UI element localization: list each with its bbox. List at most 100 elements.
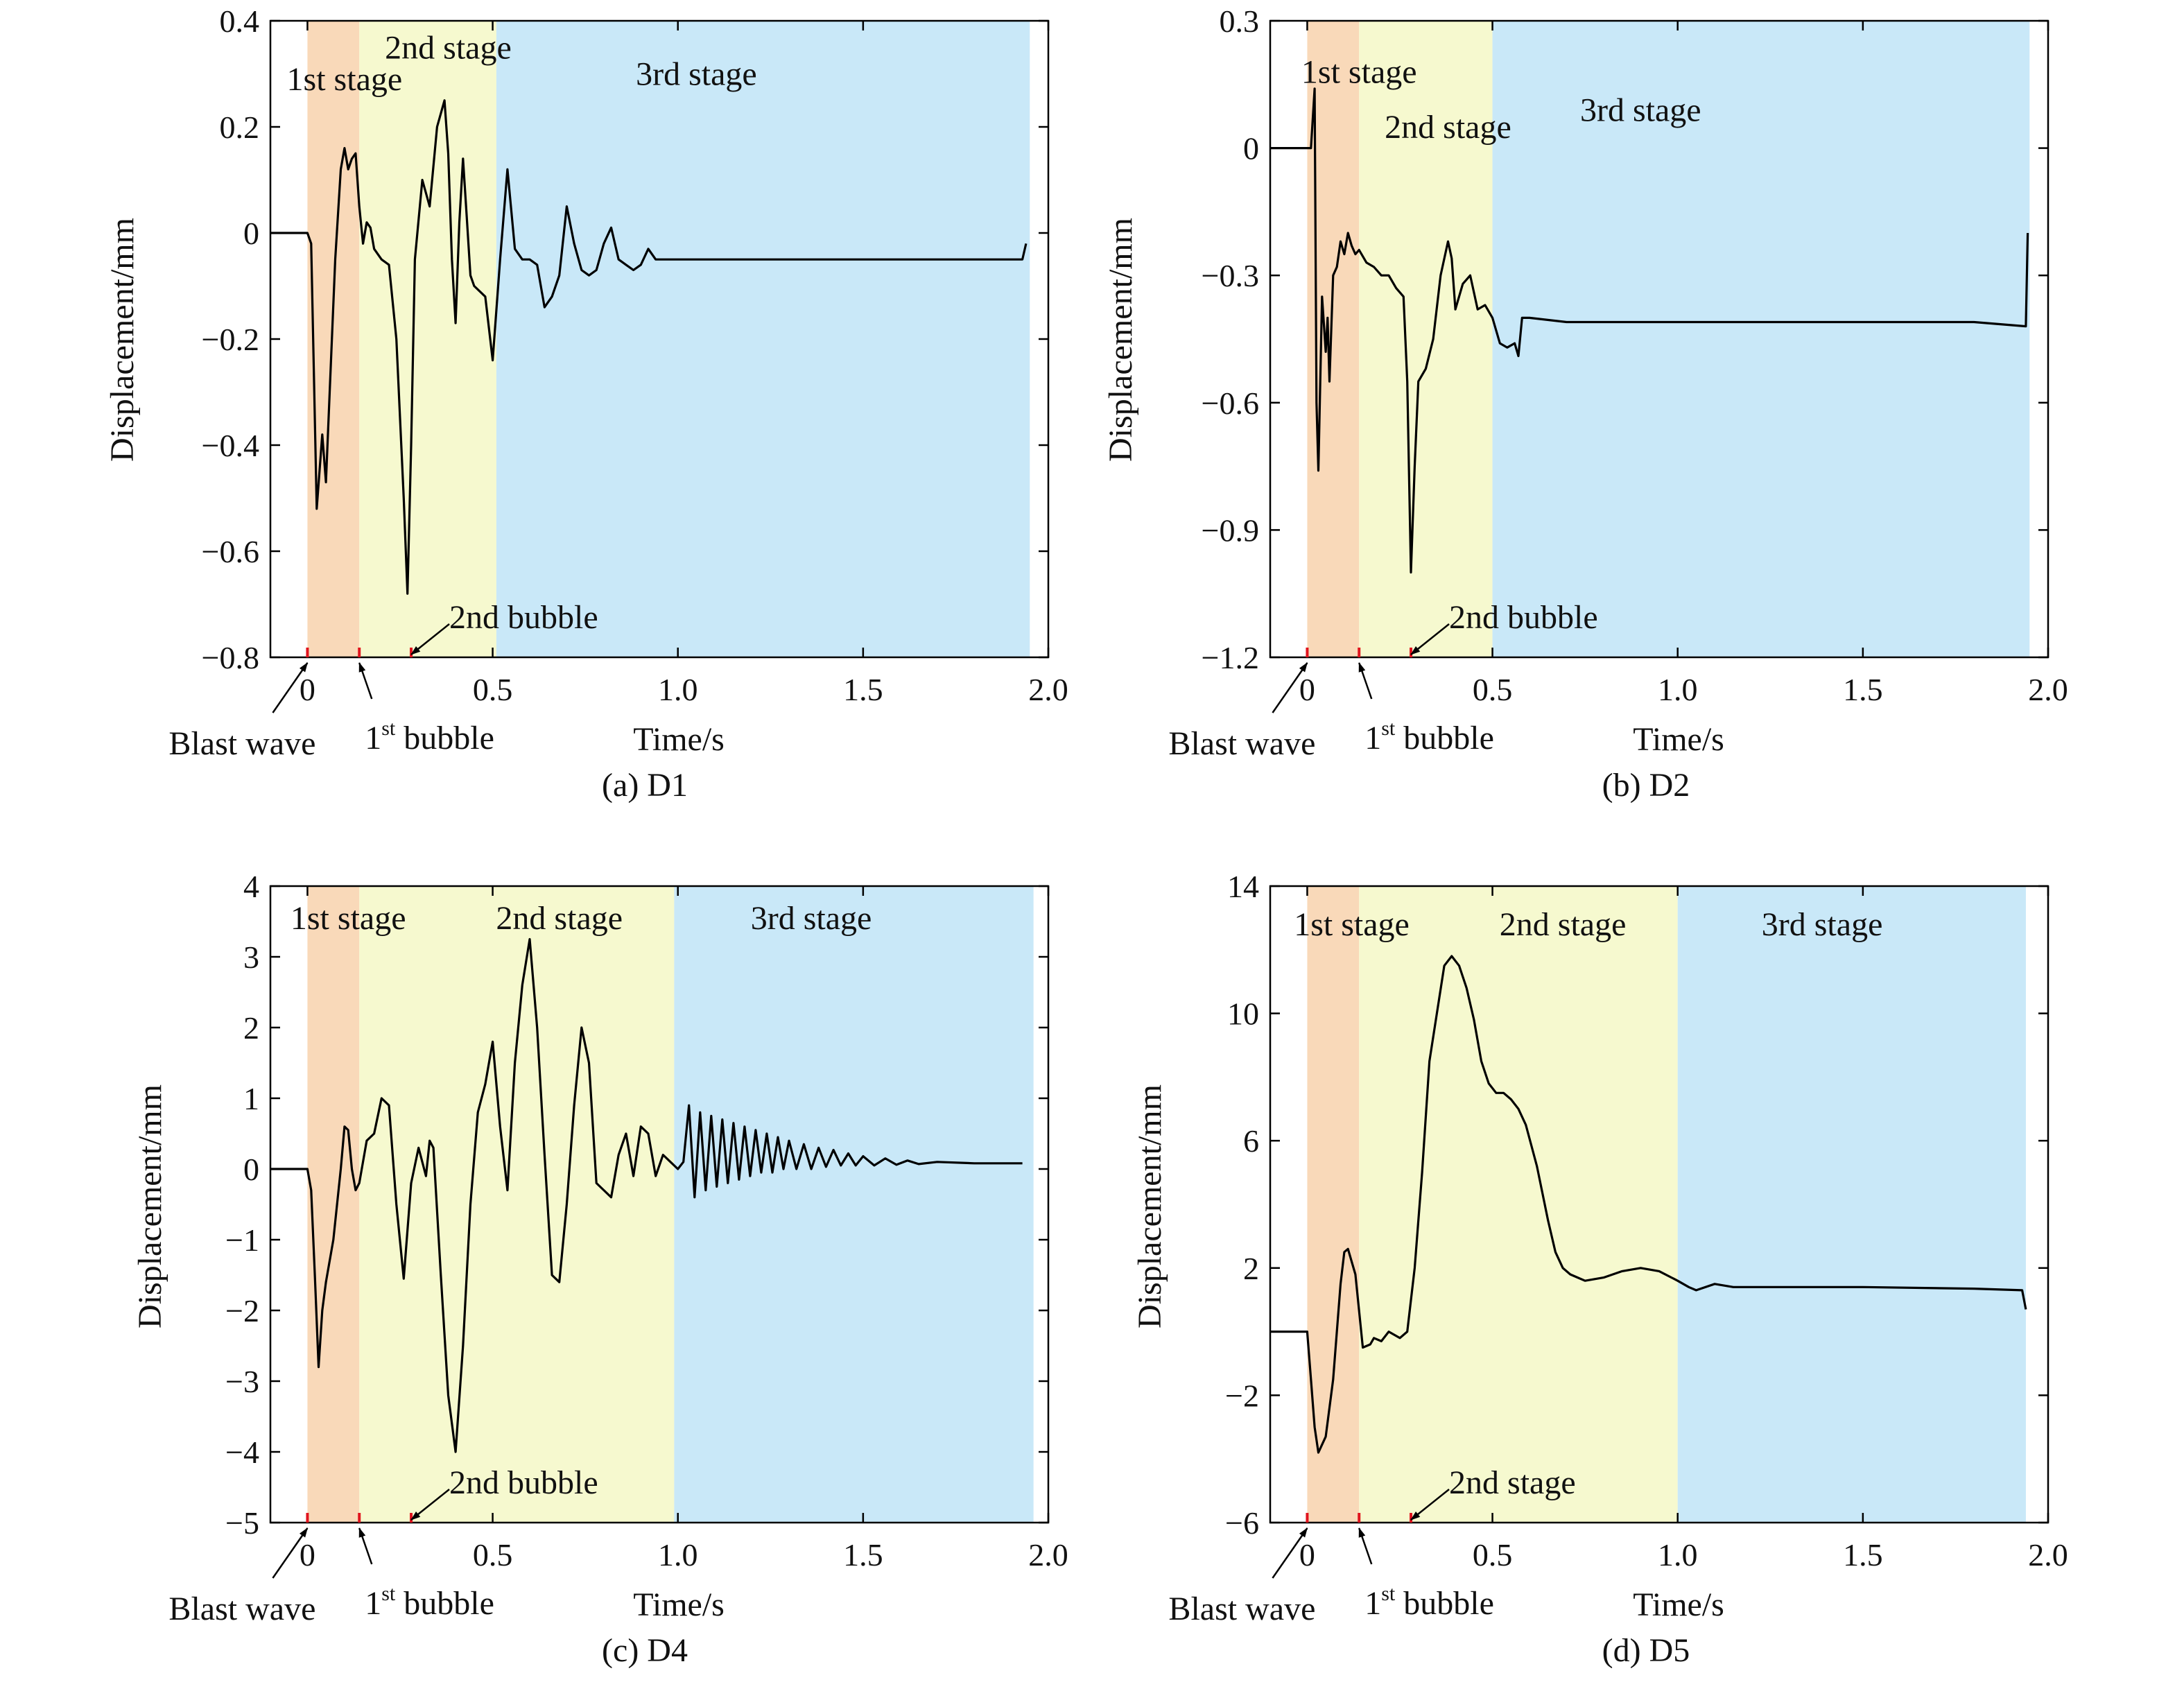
x-tick-label: 1.5 — [1843, 1537, 1883, 1573]
y-tick-label: −0.9 — [1202, 512, 1259, 548]
stage-band-2 — [1359, 21, 1493, 657]
y-axis-label: Displacement/mm — [1102, 218, 1139, 462]
annotation-arrow — [272, 1527, 309, 1579]
annotation-label: 2nd bubble — [449, 1464, 598, 1501]
y-tick-label: −0.6 — [1202, 386, 1259, 421]
x-tick-label: 1.0 — [658, 1537, 698, 1573]
stage-label-2: 2nd stage — [1500, 906, 1627, 943]
x-tick-label: 1.0 — [1658, 1537, 1698, 1573]
panel-caption: (c) D4 — [602, 1632, 688, 1669]
x-tick-label: 0 — [300, 1537, 315, 1573]
y-tick-label: 1 — [243, 1081, 259, 1116]
x-tick-label: 1.5 — [1843, 672, 1883, 707]
x-axis-label: Time/s — [1633, 721, 1724, 758]
displacement-line — [270, 937, 1023, 1453]
annotation-arrow — [1410, 1489, 1450, 1521]
x-tick-label: 0.5 — [1473, 672, 1513, 707]
annotation-label: 1st bubble — [365, 1582, 494, 1622]
panel-caption: (b) D2 — [1602, 767, 1690, 804]
y-tick-label: −4 — [225, 1435, 259, 1470]
y-tick-label: 0.3 — [1220, 3, 1260, 39]
stage-label-3: 3rd stage — [636, 56, 757, 93]
annotation-arrow — [1358, 662, 1373, 700]
y-tick-label: 10 — [1227, 996, 1259, 1032]
y-tick-label: 14 — [1227, 869, 1259, 904]
y-tick-label: −0.6 — [202, 534, 259, 569]
stage-label-1: 1st stage — [291, 900, 406, 937]
x-tick-label: 0 — [1299, 1537, 1315, 1573]
y-tick-label: −0.4 — [202, 428, 259, 463]
y-tick-label: −0.3 — [1202, 258, 1259, 293]
x-tick-label: 1.5 — [843, 672, 883, 707]
y-tick-label: 2 — [243, 1010, 259, 1046]
stage-label-1: 1st stage — [287, 61, 403, 98]
annotation-label: Blast wave — [168, 1591, 315, 1627]
x-tick-label: 0 — [300, 672, 315, 707]
displacement-line — [270, 99, 1028, 595]
annotation-arrow — [1358, 1527, 1373, 1565]
stage-label-2: 2nd stage — [385, 29, 512, 66]
axes-frame — [1269, 885, 2049, 1524]
x-tick-label: 2.0 — [1028, 1537, 1068, 1573]
y-tick-label: −1.2 — [1202, 640, 1259, 675]
stage-label-2: 2nd stage — [1385, 109, 1511, 146]
x-tick-label: 1.0 — [1658, 672, 1698, 707]
panel-caption: (d) D5 — [1602, 1632, 1690, 1669]
x-tick-label: 2.0 — [1028, 672, 1068, 707]
stage-label-3: 3rd stage — [1580, 92, 1701, 129]
stage-band-3 — [1677, 886, 2026, 1523]
stage-band-1 — [307, 21, 360, 657]
y-tick-label: −1 — [225, 1222, 259, 1258]
y-tick-label: −0.8 — [202, 640, 259, 675]
y-tick-label: 6 — [1243, 1123, 1259, 1159]
axes-frame — [269, 885, 1050, 1524]
stage-band-1 — [1307, 886, 1360, 1523]
displacement-line — [1270, 955, 2027, 1454]
chart-panel-3: 0 0.5 1.0 1.5 2.0 −5 −4 −3 −2 −1 0 1 2 3 4 1st stage 2nd… — [132, 869, 1068, 1669]
x-tick-label: 2.0 — [2028, 672, 2068, 707]
annotation-arrow — [272, 662, 309, 713]
y-axis-label: Displacement/mm — [132, 1084, 168, 1328]
annotation-label: 2nd bubble — [1449, 599, 1598, 636]
annotation-arrow — [410, 623, 450, 655]
y-tick-label: −0.2 — [202, 322, 259, 357]
chart-panel-1: 0 0.5 1.0 1.5 2.0 −0.8 −0.6 −0.4 −0.2 0 0.2 0.4 1st … — [104, 3, 1068, 804]
stage-band-2 — [1359, 886, 1678, 1523]
x-tick-label: 0.5 — [473, 1537, 513, 1573]
y-axis-label: Displacement/mm — [104, 218, 141, 462]
y-tick-label: 0 — [243, 1152, 259, 1187]
stage-band-3 — [1492, 21, 2030, 657]
stage-label-3: 3rd stage — [1762, 906, 1883, 943]
stage-band-2 — [359, 21, 496, 657]
annotation-arrow — [410, 1489, 450, 1521]
y-tick-label: −2 — [225, 1293, 259, 1328]
y-tick-label: −2 — [1225, 1378, 1259, 1413]
annotation-label: 1st bubble — [1364, 717, 1494, 756]
y-tick-label: −6 — [1225, 1505, 1259, 1541]
y-tick-label: 4 — [243, 869, 259, 904]
y-tick-label: 0 — [1243, 131, 1259, 166]
y-tick-label: 0.4 — [220, 3, 260, 39]
annotation-label: 2nd bubble — [449, 599, 598, 636]
stage-band-1 — [307, 886, 360, 1523]
displacement-line — [1270, 87, 2029, 574]
y-tick-label: −3 — [225, 1364, 259, 1399]
panel-caption: (a) D1 — [602, 767, 688, 804]
x-tick-label: 2.0 — [2028, 1537, 2068, 1573]
annotation-arrow — [1272, 662, 1308, 713]
y-tick-label: −5 — [225, 1505, 259, 1541]
axes-frame — [1269, 19, 2049, 659]
x-tick-label: 1.0 — [658, 672, 698, 707]
annotation-label: Blast wave — [168, 725, 315, 762]
stage-label-1: 1st stage — [1294, 906, 1410, 943]
y-tick-label: 3 — [243, 939, 259, 975]
annotation-arrow — [358, 662, 373, 700]
stage-label-1: 1st stage — [1301, 53, 1417, 90]
y-tick-label: 2 — [1243, 1251, 1259, 1286]
y-tick-label: 0 — [243, 216, 259, 251]
annotation-label: Blast wave — [1168, 1591, 1315, 1627]
stage-band-2 — [359, 886, 675, 1523]
y-axis-label: Displacement/mm — [1132, 1084, 1168, 1328]
stage-label-2: 2nd stage — [496, 900, 623, 937]
annotation-label: 1st bubble — [365, 717, 494, 756]
